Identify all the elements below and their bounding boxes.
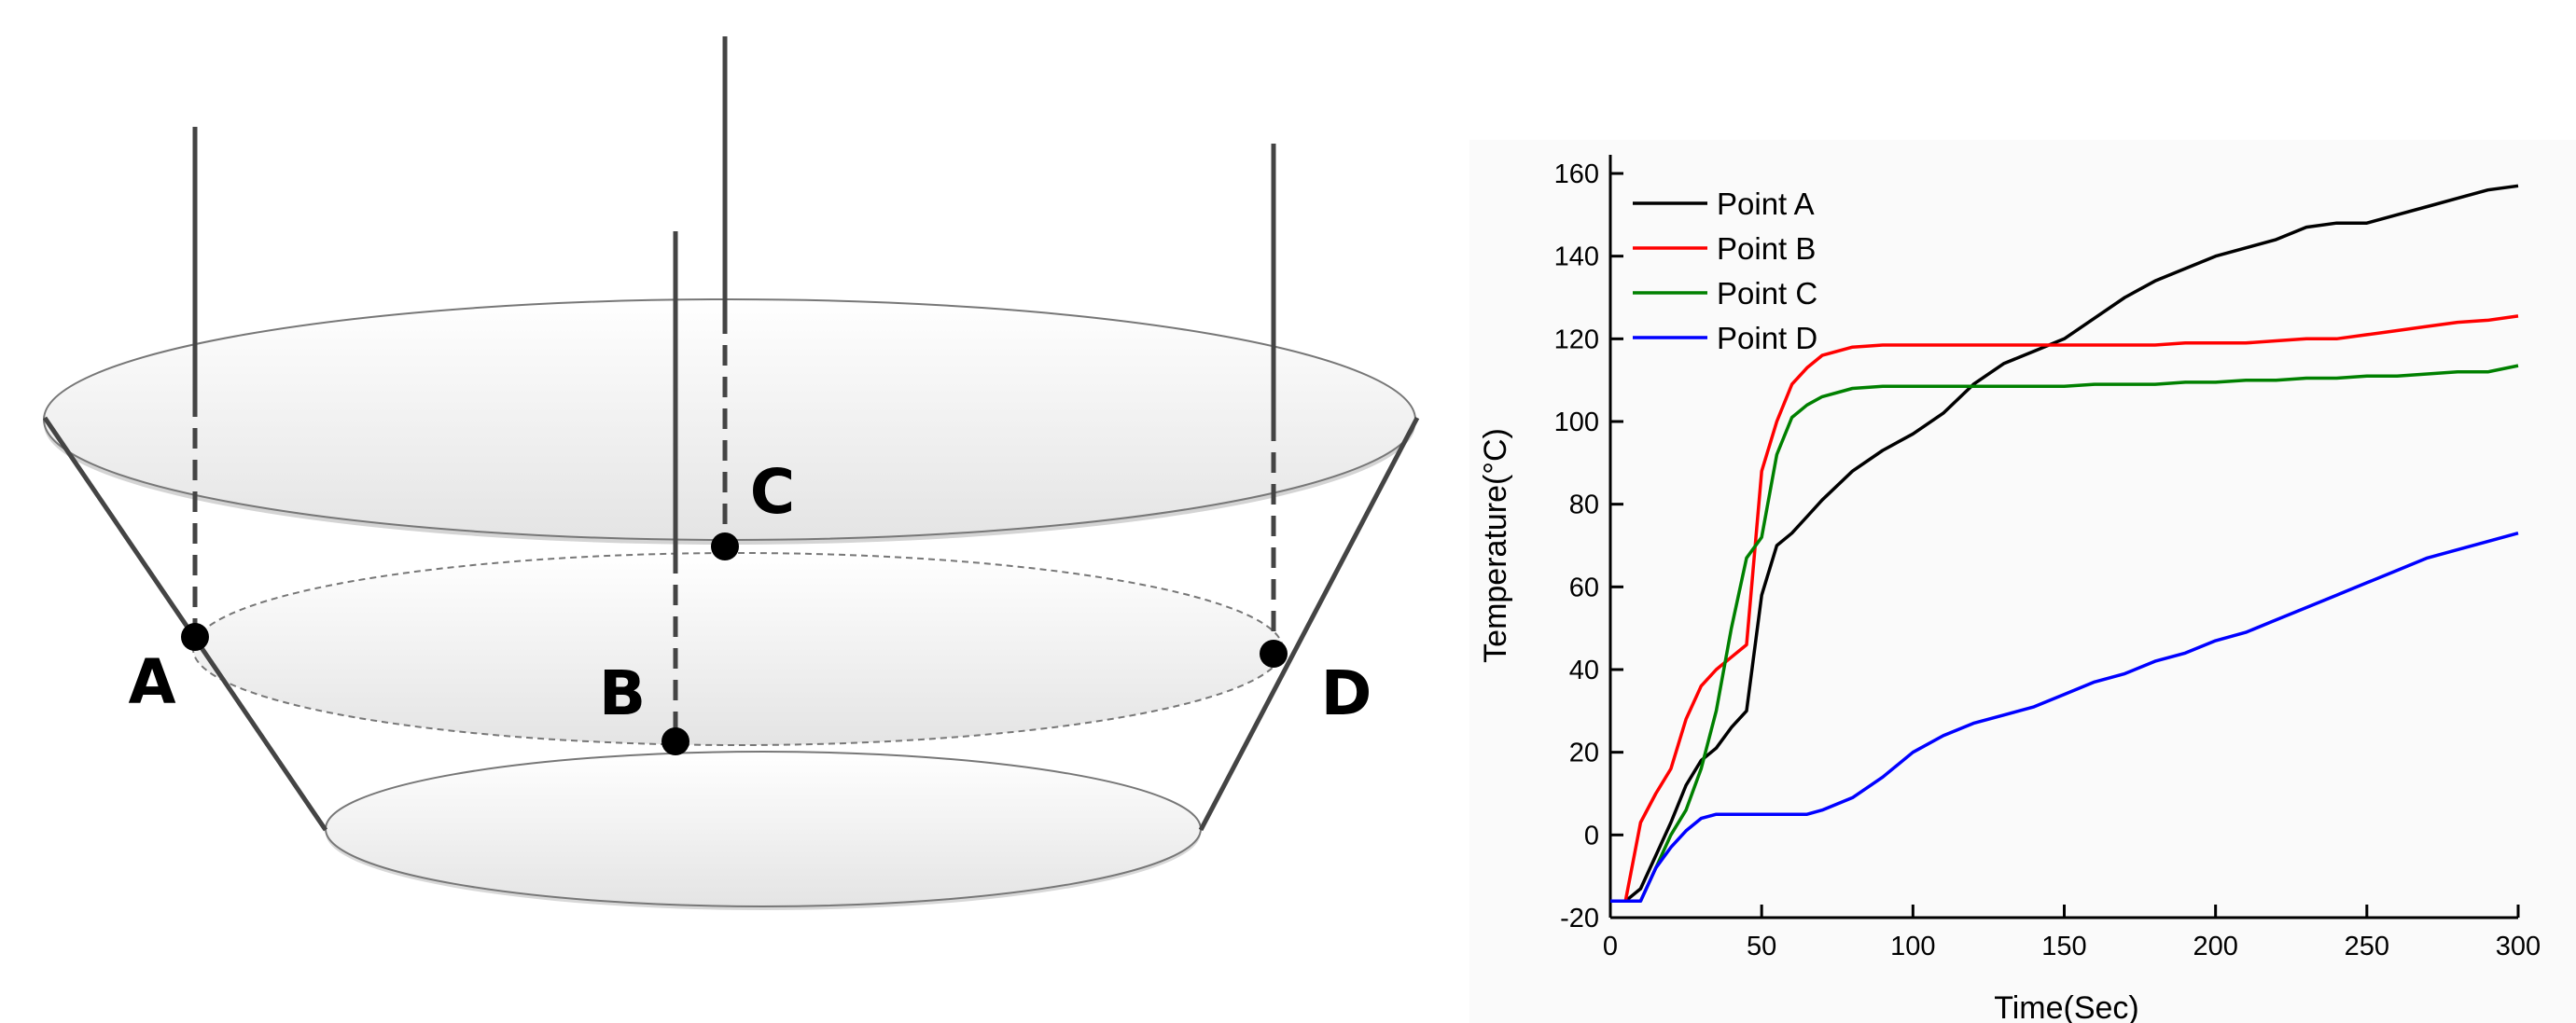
cone-side	[1198, 416, 1420, 832]
y-tick-label: 60	[1569, 573, 1599, 602]
point	[711, 532, 739, 560]
x-tick-label: 300	[2496, 932, 2541, 961]
point-label: B	[599, 657, 646, 729]
chart-background	[1469, 140, 2576, 1023]
legend-label: Point B	[1717, 231, 1816, 266]
legend-label: Point D	[1717, 321, 1817, 355]
x-tick-label: 150	[2041, 932, 2086, 961]
cone-side	[42, 416, 328, 832]
chart: Time(Sec) Temperature(°C) -2002040608010…	[1469, 140, 2576, 1023]
y-tick-label: 160	[1554, 159, 1599, 189]
series-line	[1610, 532, 2519, 904]
y-tick-label: 80	[1569, 491, 1599, 520]
x-tick-label: 250	[2345, 932, 2389, 961]
y-tick-label: -20	[1560, 904, 1599, 933]
point	[1260, 640, 1288, 668]
point	[181, 623, 209, 651]
legend-label: Point A	[1717, 187, 1815, 221]
y-tick-label: 20	[1569, 739, 1599, 768]
x-tick-label: 50	[1747, 932, 1776, 961]
point-label: C	[750, 456, 795, 528]
x-axis-label: Time(Sec)	[1994, 990, 2139, 1023]
y-axis-label: Temperature(°C)	[1478, 428, 1513, 663]
y-tick-label: 40	[1569, 656, 1599, 685]
x-tick-label: 0	[1603, 932, 1618, 961]
x-tick-label: 100	[1890, 932, 1935, 961]
series-line	[1610, 364, 2519, 904]
bottom-ellipse	[325, 751, 1202, 907]
y-tick-label: 0	[1584, 821, 1599, 850]
point	[661, 727, 689, 755]
point-label: D	[1321, 657, 1372, 729]
cone-diagram: A B C D	[42, 36, 1420, 910]
y-tick-label: 140	[1554, 242, 1599, 272]
top-ellipse	[43, 298, 1416, 541]
series-line	[1610, 314, 2519, 904]
x-tick-label: 200	[2193, 932, 2237, 961]
point-label: A	[128, 646, 175, 718]
y-tick-label: 100	[1554, 408, 1599, 437]
middle-ellipse	[192, 552, 1284, 746]
legend-label: Point C	[1717, 276, 1817, 311]
y-tick-label: 120	[1554, 325, 1599, 354]
